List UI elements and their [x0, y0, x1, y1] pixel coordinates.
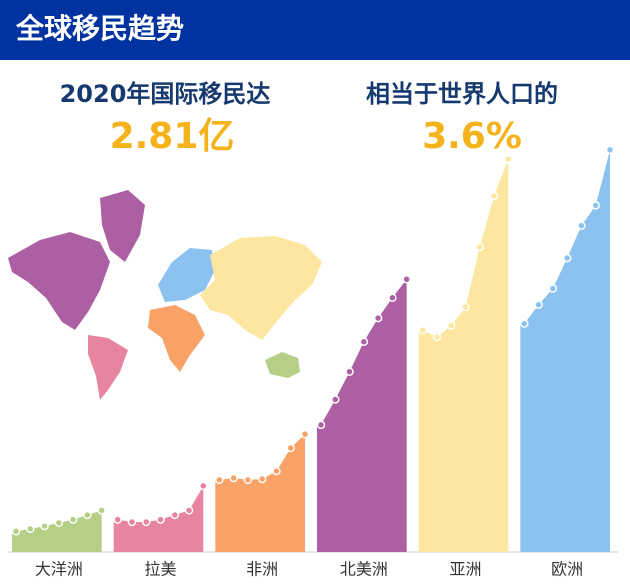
point	[215, 475, 224, 485]
point	[156, 515, 165, 524]
area	[12, 510, 102, 552]
point	[127, 517, 137, 527]
x-tick-label: 北美洲	[340, 560, 388, 579]
annotation: 相当于世界人口的	[366, 80, 558, 108]
point	[605, 145, 615, 155]
annotation: 2020年国际移民达	[60, 80, 271, 108]
point	[316, 420, 326, 430]
point	[300, 429, 310, 439]
map-north-america	[8, 232, 110, 330]
area	[215, 434, 305, 552]
point	[562, 253, 572, 263]
point	[199, 481, 208, 491]
point	[83, 510, 92, 520]
point	[432, 332, 442, 342]
point	[504, 154, 513, 164]
point	[489, 191, 499, 201]
map-greenland	[100, 190, 145, 262]
point	[40, 521, 49, 531]
point	[418, 325, 427, 335]
point	[388, 293, 397, 303]
point	[548, 284, 558, 293]
map-latin-america	[88, 335, 128, 400]
point	[113, 515, 122, 524]
point	[461, 302, 470, 312]
area	[418, 159, 509, 552]
point	[373, 313, 383, 323]
point	[141, 517, 151, 527]
x-tick-label: 亚洲	[449, 560, 481, 579]
point	[184, 506, 194, 515]
area	[520, 149, 610, 552]
point	[54, 518, 64, 528]
point	[534, 300, 543, 309]
point	[475, 242, 485, 252]
point	[345, 367, 354, 376]
point	[243, 475, 253, 485]
header-bar	[0, 0, 630, 60]
map-oceania	[265, 352, 300, 378]
x-tick-label: 大洋洲	[35, 560, 83, 579]
point	[26, 524, 35, 534]
point	[359, 337, 369, 346]
annotation-highlight: 2.81亿	[110, 116, 235, 157]
point	[257, 474, 267, 484]
x-tick-label: 非洲	[246, 560, 278, 579]
area	[113, 485, 204, 552]
point	[11, 526, 21, 536]
map-africa	[148, 305, 205, 372]
point	[229, 473, 238, 483]
point	[170, 510, 180, 520]
point	[446, 321, 456, 330]
point	[591, 201, 600, 210]
world-map	[8, 190, 322, 400]
annotation-highlight: 3.6%	[422, 116, 522, 157]
point	[577, 221, 586, 230]
chart-title: 全球移民趋势	[15, 12, 184, 45]
point	[272, 466, 281, 476]
area	[317, 279, 407, 552]
x-tick-label: 拉美	[144, 560, 176, 579]
point	[97, 506, 106, 515]
point	[68, 515, 78, 524]
x-tick-label: 欧洲	[551, 560, 583, 579]
point	[520, 319, 529, 328]
map-europe	[158, 248, 215, 302]
point	[286, 443, 295, 453]
point	[331, 395, 340, 404]
map-asia	[200, 236, 322, 340]
point	[402, 275, 411, 284]
